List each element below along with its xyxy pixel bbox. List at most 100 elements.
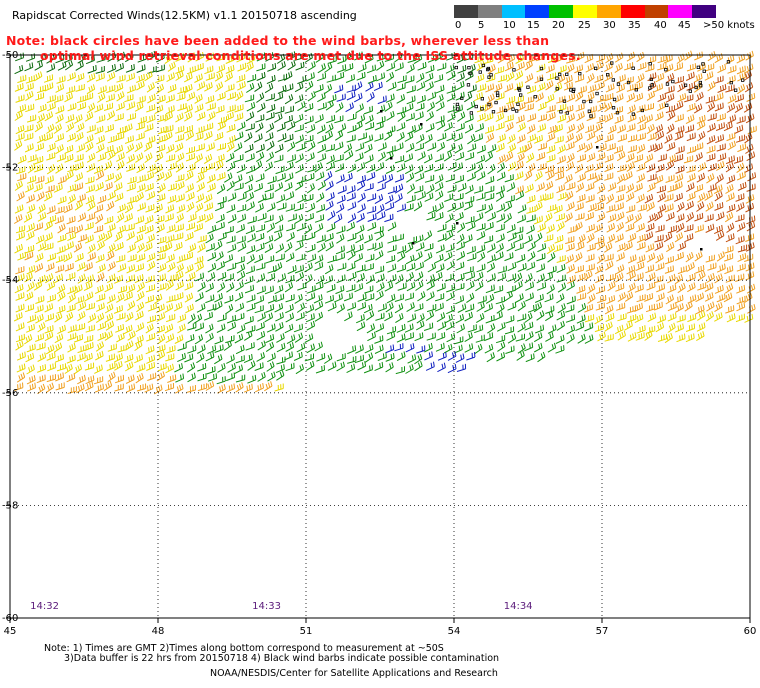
wind-barb bbox=[307, 164, 317, 173]
wind-barb bbox=[33, 183, 43, 193]
wind-barb bbox=[545, 93, 555, 104]
wind-barb bbox=[534, 134, 543, 144]
wind-barb bbox=[666, 241, 675, 253]
wind-barb bbox=[565, 314, 576, 323]
wind-barb bbox=[214, 132, 224, 142]
wind-barb bbox=[536, 63, 546, 73]
wind-barb bbox=[605, 83, 615, 93]
wind-barb bbox=[457, 303, 467, 313]
wind-barb bbox=[177, 103, 187, 112]
wind-barb bbox=[63, 252, 73, 263]
wind-barb bbox=[526, 152, 535, 164]
wind-barb bbox=[46, 294, 56, 303]
wind-barb bbox=[186, 202, 195, 213]
wind-barb bbox=[377, 303, 387, 312]
wind-barb bbox=[655, 130, 665, 141]
wind-barb bbox=[537, 142, 547, 151]
wind-barb bbox=[637, 204, 647, 212]
wind-barb bbox=[135, 322, 145, 333]
wind-barb bbox=[284, 242, 293, 253]
wind-barb bbox=[146, 104, 156, 113]
wind-barb bbox=[227, 192, 237, 202]
wind-barb bbox=[357, 301, 367, 311]
wind-barb bbox=[556, 310, 566, 321]
wind-barb bbox=[707, 262, 717, 271]
wind-barb bbox=[347, 302, 357, 311]
wind-barb bbox=[243, 184, 253, 194]
wind-barb bbox=[274, 113, 283, 123]
wind-barb bbox=[45, 273, 54, 284]
wind-barb bbox=[606, 142, 616, 152]
wind-barb bbox=[605, 53, 614, 64]
wind-barb bbox=[324, 294, 334, 304]
wind-barb bbox=[55, 163, 64, 174]
wind-barb bbox=[537, 82, 546, 92]
wind-barb bbox=[14, 243, 23, 254]
wind-barb bbox=[697, 310, 706, 321]
wind-barb bbox=[377, 95, 387, 105]
wind-barb bbox=[166, 294, 176, 303]
wind-barb bbox=[66, 373, 76, 383]
wind-barb bbox=[56, 245, 66, 255]
wind-barb bbox=[94, 204, 104, 214]
wind-barb bbox=[596, 152, 606, 162]
wind-barb bbox=[104, 124, 114, 133]
wind-barb bbox=[225, 303, 234, 315]
wind-barb bbox=[285, 191, 295, 201]
wind-barb bbox=[183, 72, 193, 83]
wind-barb bbox=[285, 252, 295, 263]
wind-barb bbox=[624, 241, 633, 252]
wind-barb bbox=[325, 200, 334, 211]
wind-barb bbox=[654, 241, 664, 251]
wind-barb bbox=[467, 324, 477, 333]
wind-barb bbox=[67, 231, 77, 242]
wind-barb bbox=[727, 114, 737, 124]
wind-barb bbox=[106, 362, 116, 372]
wind-barb bbox=[75, 323, 86, 332]
wind-barb bbox=[587, 203, 597, 213]
wind-barb bbox=[524, 342, 534, 352]
wind-barb bbox=[307, 61, 316, 72]
contamination-marker bbox=[702, 69, 706, 73]
wind-barb bbox=[126, 264, 136, 274]
wind-barb bbox=[57, 195, 67, 205]
wind-barb bbox=[604, 112, 614, 123]
wind-barb bbox=[683, 155, 694, 164]
wind-barb bbox=[557, 114, 567, 123]
wind-barb bbox=[504, 326, 515, 335]
wind-barb bbox=[713, 224, 723, 235]
wind-barb bbox=[466, 221, 476, 232]
wind-barb bbox=[585, 212, 594, 221]
wind-barb bbox=[157, 263, 167, 273]
wind-barb bbox=[205, 243, 215, 252]
wind-barb bbox=[596, 81, 605, 91]
wind-barb bbox=[314, 341, 323, 352]
wind-barb bbox=[206, 174, 216, 184]
wind-barb bbox=[415, 242, 425, 252]
wind-barb bbox=[737, 181, 747, 191]
wind-barb bbox=[506, 224, 516, 234]
wind-barb bbox=[584, 314, 595, 323]
wind-barb bbox=[297, 101, 306, 112]
wind-barb bbox=[264, 183, 274, 193]
wind-barb bbox=[175, 263, 185, 274]
wind-barb bbox=[246, 54, 256, 65]
wind-barb bbox=[96, 54, 106, 63]
wind-barb bbox=[476, 144, 486, 154]
wind-barb bbox=[45, 382, 55, 393]
wind-barb bbox=[264, 214, 274, 223]
wind-barb bbox=[343, 292, 353, 302]
wind-barb bbox=[37, 383, 46, 395]
wind-barb bbox=[356, 272, 365, 283]
wind-barb bbox=[654, 275, 664, 284]
wind-barb bbox=[336, 353, 346, 362]
wind-barb bbox=[247, 216, 257, 224]
wind-barb bbox=[286, 154, 296, 163]
wind-barb bbox=[136, 383, 147, 392]
wind-barb bbox=[744, 253, 754, 262]
wind-barb bbox=[486, 352, 495, 363]
wind-barb bbox=[435, 202, 444, 213]
wind-barb bbox=[604, 154, 614, 163]
wind-barb bbox=[533, 301, 543, 313]
wind-barb bbox=[215, 153, 225, 163]
